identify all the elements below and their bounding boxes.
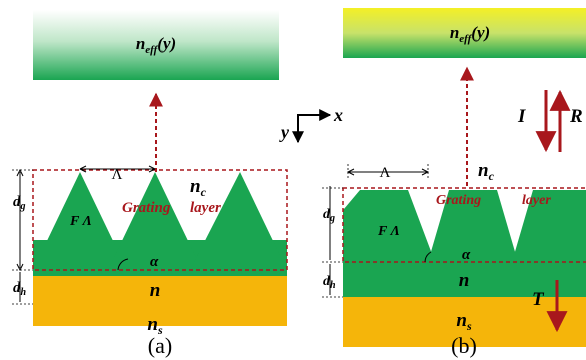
neff-label: neff(y) (450, 23, 490, 45)
caption-a: (a) (148, 333, 172, 358)
grating-tooth (512, 190, 586, 262)
y-axis-label: y (279, 122, 290, 142)
layer-label: layer (522, 193, 551, 208)
f-lambda-label: F Λ (69, 214, 92, 229)
x-axis-label: x (333, 105, 343, 125)
neff-region (33, 10, 279, 80)
grating-layer-box (342, 187, 586, 263)
nc-label: nc (478, 160, 495, 183)
lambda-label: Λ (112, 167, 123, 183)
grating-layer-box (32, 169, 288, 271)
alpha-arc (117, 258, 129, 271)
incident-label: I (517, 106, 526, 127)
grating-tooth (33, 172, 127, 270)
neff-label: neff(y) (136, 34, 176, 56)
dh-label: dh (323, 274, 336, 291)
ns-label: ns (456, 310, 472, 333)
panel-a: neff(y) α Λ dg dh nc F Λ (12, 10, 288, 358)
ns-label: ns (147, 314, 163, 337)
coordinate-axes: x y (279, 105, 343, 144)
dg-label: dg (13, 194, 26, 212)
n-label: n (459, 270, 470, 291)
grating-tooth (428, 190, 518, 262)
layer-label: layer (190, 200, 221, 216)
grating-label: Grating (122, 200, 171, 216)
dh-label: dh (13, 280, 27, 298)
dg-label: dg (323, 207, 335, 224)
nc-label: nc (190, 176, 207, 199)
grating-tooth (108, 172, 202, 270)
n-label: n (150, 280, 161, 301)
substrate-layer (33, 276, 287, 326)
alpha-label: α (462, 247, 471, 263)
substrate-layer (343, 297, 586, 347)
alpha-label: α (150, 254, 159, 270)
panel-b: neff(y) α Λ dg dh nc F Λ Grating layer n (322, 8, 586, 358)
lambda-label: Λ (380, 165, 391, 181)
grating-label: Grating (436, 193, 481, 208)
reflected-label: R (569, 106, 583, 127)
grating-tooth (190, 172, 287, 270)
transmitted-label: T (532, 289, 545, 310)
neff-region (343, 8, 586, 58)
grating-tooth (343, 190, 435, 262)
caption-b: (b) (451, 333, 477, 358)
homogeneous-layer (343, 262, 586, 297)
f-lambda-label: F Λ (377, 224, 400, 239)
